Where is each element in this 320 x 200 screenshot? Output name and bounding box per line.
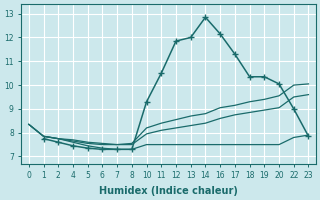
X-axis label: Humidex (Indice chaleur): Humidex (Indice chaleur) (99, 186, 238, 196)
